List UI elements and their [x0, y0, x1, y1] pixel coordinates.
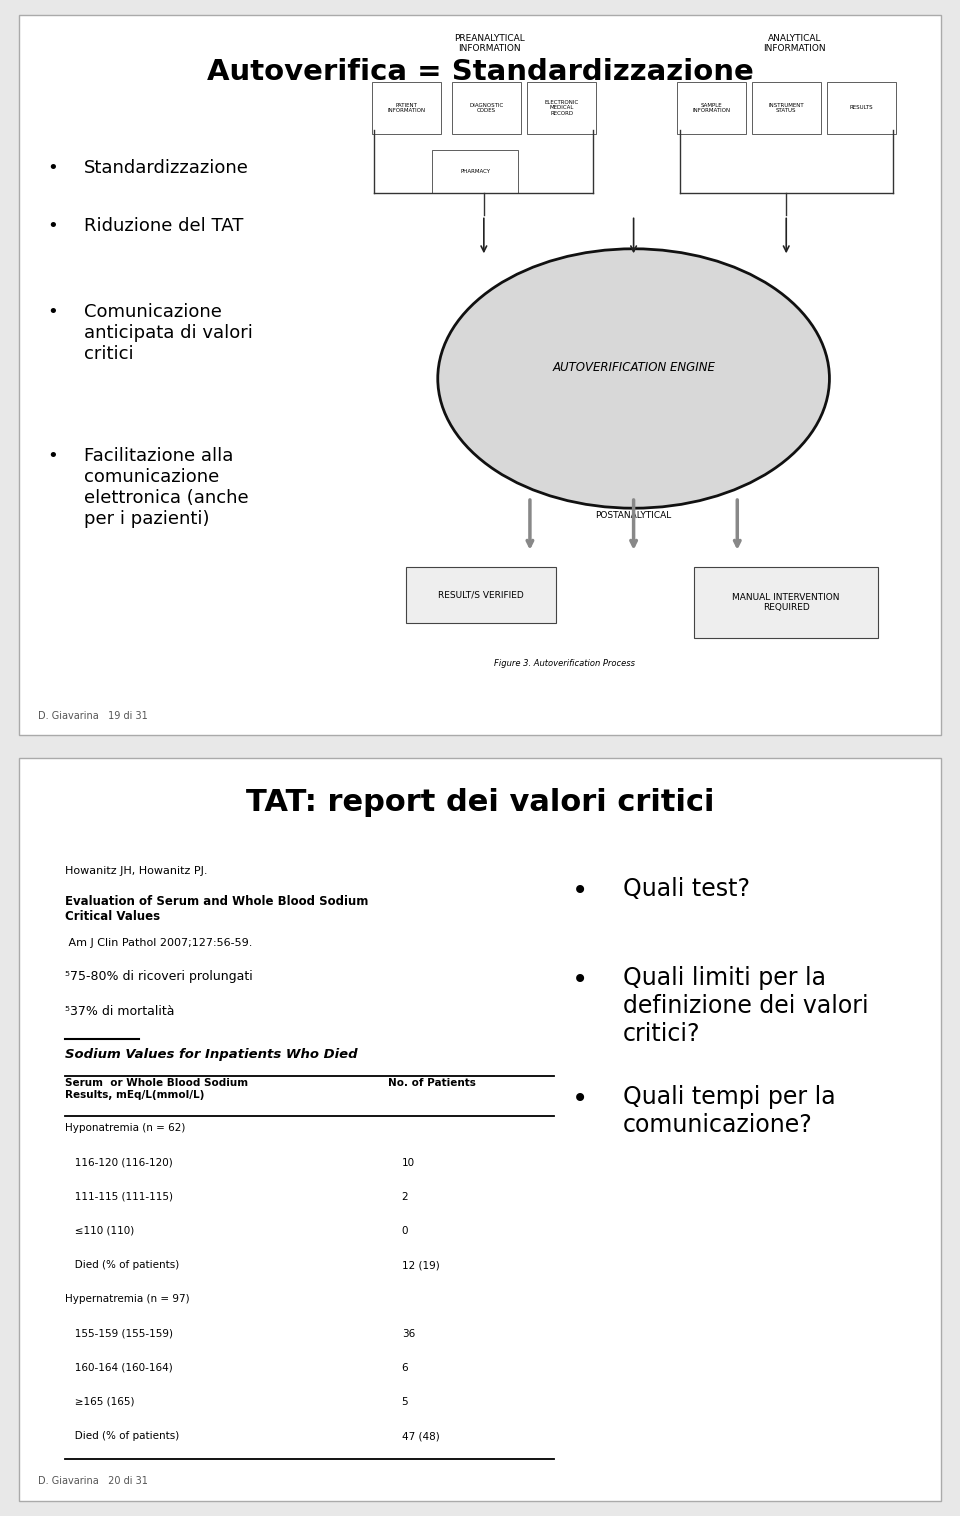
Text: Hyponatremia (n = 62): Hyponatremia (n = 62) [65, 1123, 185, 1134]
Text: TAT: report dei valori critici: TAT: report dei valori critici [246, 788, 714, 817]
Text: Autoverifica = Standardizzazione: Autoverifica = Standardizzazione [206, 58, 754, 86]
Text: 160-164 (160-164): 160-164 (160-164) [65, 1363, 173, 1372]
Text: 47 (48): 47 (48) [401, 1431, 440, 1442]
Text: ELECTRONIC
MEDICAL
RECORD: ELECTRONIC MEDICAL RECORD [544, 100, 579, 117]
Text: Quali tempi per la
comunicazione?: Quali tempi per la comunicazione? [623, 1085, 835, 1137]
Text: INSTRUMENT
STATUS: INSTRUMENT STATUS [768, 103, 804, 114]
Text: Am J Clin Pathol 2007;127:56-59.: Am J Clin Pathol 2007;127:56-59. [65, 938, 252, 948]
Text: D. Giavarina   19 di 31: D. Giavarina 19 di 31 [37, 711, 148, 722]
FancyBboxPatch shape [694, 567, 878, 638]
Text: Riduzione del TAT: Riduzione del TAT [84, 217, 243, 235]
Text: Howanitz JH, Howanitz PJ.: Howanitz JH, Howanitz PJ. [65, 866, 207, 876]
Text: ⁵75-80% di ricoveri prolungati: ⁵75-80% di ricoveri prolungati [65, 970, 253, 982]
Text: •: • [47, 159, 58, 177]
Text: PREANALYTICAL
INFORMATION: PREANALYTICAL INFORMATION [454, 33, 525, 53]
Text: PATIENT
INFORMATION: PATIENT INFORMATION [387, 103, 425, 114]
Text: Figure 3. Autoverification Process: Figure 3. Autoverification Process [494, 658, 635, 667]
Text: •: • [572, 1085, 588, 1113]
Text: Standardizzazione: Standardizzazione [84, 159, 249, 177]
FancyBboxPatch shape [432, 150, 518, 193]
Text: No. of Patients: No. of Patients [388, 1078, 476, 1088]
Text: Comunicazione
anticipata di valori
critici: Comunicazione anticipata di valori criti… [84, 303, 252, 362]
FancyBboxPatch shape [19, 15, 941, 735]
Text: Hypernatremia (n = 97): Hypernatremia (n = 97) [65, 1295, 190, 1304]
Text: ≤110 (110): ≤110 (110) [65, 1226, 134, 1236]
FancyBboxPatch shape [527, 82, 596, 133]
Text: •: • [572, 966, 588, 994]
Text: 5: 5 [401, 1396, 408, 1407]
Text: SAMPLE
INFORMATION: SAMPLE INFORMATION [692, 103, 731, 114]
Text: DIAGNOSTIC
CODES: DIAGNOSTIC CODES [469, 103, 504, 114]
Text: RESULT/S VERIFIED: RESULT/S VERIFIED [438, 591, 524, 600]
Text: 12 (19): 12 (19) [401, 1260, 440, 1270]
Text: Died (% of patients): Died (% of patients) [65, 1260, 180, 1270]
Text: •: • [47, 447, 58, 465]
Text: 0: 0 [401, 1226, 408, 1236]
Text: 116-120 (116-120): 116-120 (116-120) [65, 1158, 173, 1167]
Text: Quali test?: Quali test? [623, 876, 750, 901]
FancyBboxPatch shape [19, 758, 941, 1501]
Text: ⁵37% di mortalità: ⁵37% di mortalità [65, 1005, 175, 1017]
Text: 155-159 (155-159): 155-159 (155-159) [65, 1328, 173, 1339]
Text: Serum  or Whole Blood Sodium
Results, mEq/L(mmol/L): Serum or Whole Blood Sodium Results, mEq… [65, 1078, 249, 1099]
Text: •: • [47, 217, 58, 235]
Text: •: • [572, 876, 588, 905]
FancyBboxPatch shape [827, 82, 896, 133]
Text: 111-115 (111-115): 111-115 (111-115) [65, 1192, 173, 1202]
Text: AUTOVERIFICATION ENGINE: AUTOVERIFICATION ENGINE [552, 361, 715, 374]
Text: MANUAL INTERVENTION
REQUIRED: MANUAL INTERVENTION REQUIRED [732, 593, 840, 612]
Text: 10: 10 [401, 1158, 415, 1167]
Text: Sodium Values for Inpatients Who Died: Sodium Values for Inpatients Who Died [65, 1048, 358, 1061]
FancyBboxPatch shape [677, 82, 746, 133]
Text: 6: 6 [401, 1363, 408, 1372]
Text: •: • [47, 303, 58, 321]
FancyBboxPatch shape [452, 82, 521, 133]
Text: D. Giavarina   20 di 31: D. Giavarina 20 di 31 [37, 1477, 148, 1486]
Text: Died (% of patients): Died (% of patients) [65, 1431, 180, 1442]
Text: ≥165 (165): ≥165 (165) [65, 1396, 134, 1407]
FancyBboxPatch shape [372, 82, 441, 133]
Text: 2: 2 [401, 1192, 408, 1202]
Text: ANALYTICAL
INFORMATION: ANALYTICAL INFORMATION [763, 33, 827, 53]
Text: Quali limiti per la
definizione dei valori
critici?: Quali limiti per la definizione dei valo… [623, 966, 869, 1046]
Ellipse shape [438, 249, 829, 508]
Text: POSTANALYTICAL: POSTANALYTICAL [595, 511, 672, 520]
Text: Evaluation of Serum and Whole Blood Sodium
Critical Values: Evaluation of Serum and Whole Blood Sodi… [65, 896, 369, 923]
Text: PHARMACY: PHARMACY [460, 170, 491, 174]
Text: 36: 36 [401, 1328, 415, 1339]
Text: Facilitazione alla
comunicazione
elettronica (anche
per i pazienti): Facilitazione alla comunicazione elettro… [84, 447, 249, 528]
Text: RESULTS: RESULTS [850, 106, 873, 111]
FancyBboxPatch shape [752, 82, 821, 133]
FancyBboxPatch shape [406, 567, 556, 623]
